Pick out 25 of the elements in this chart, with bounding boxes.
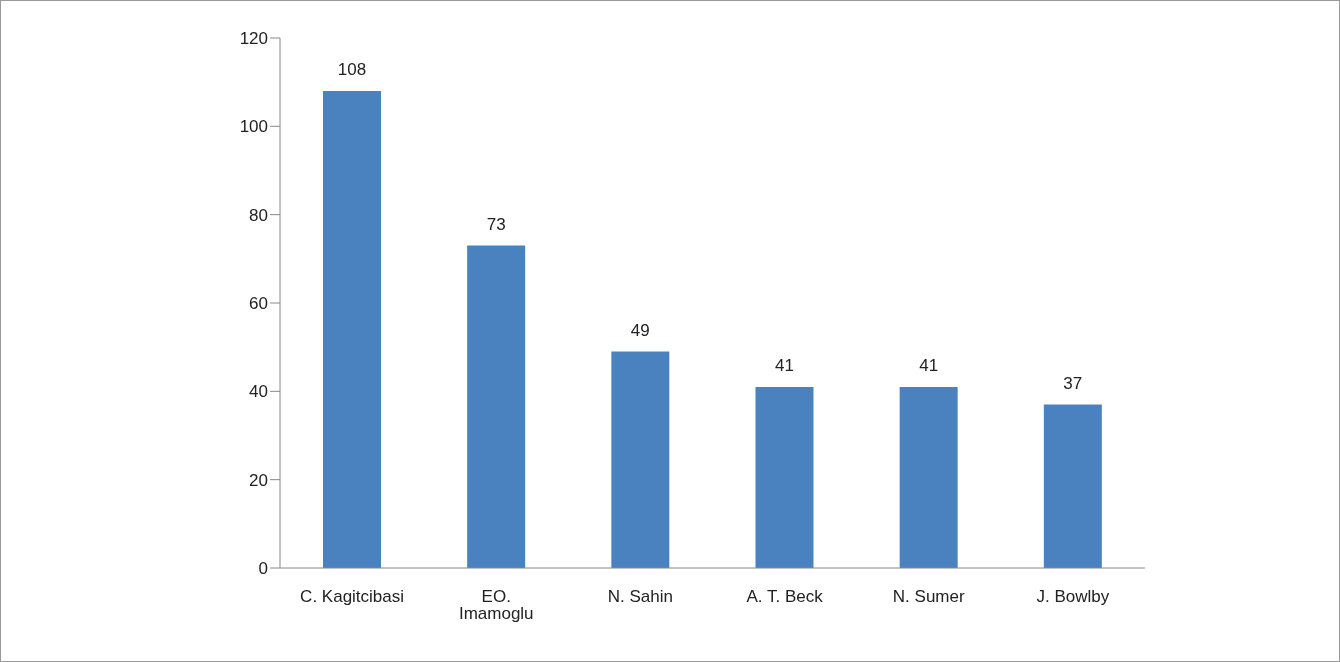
x-tick-label: C. Kagitcibasi xyxy=(300,587,405,607)
y-tick-label: 60 xyxy=(249,294,268,314)
bar xyxy=(1043,404,1102,568)
data-label: 108 xyxy=(337,60,367,79)
data-label: 49 xyxy=(630,320,650,340)
y-tick-label: 80 xyxy=(249,205,268,225)
x-tick-label: A. T. Beck xyxy=(746,587,824,607)
bar xyxy=(755,386,814,568)
y-tick-label: 40 xyxy=(249,382,268,402)
bar xyxy=(899,386,958,568)
y-tick-label: 120 xyxy=(239,29,268,49)
x-tick-label: N. Sumer xyxy=(892,587,965,607)
data-label: 41 xyxy=(775,355,794,375)
x-tick-label: J. Bowlby xyxy=(1036,587,1110,607)
bar xyxy=(467,245,526,568)
x-tick-label: N. Sahin xyxy=(607,587,674,607)
x-tick-label: EO. Imamoglu xyxy=(458,587,534,624)
bar xyxy=(323,91,381,568)
y-tick-label: 20 xyxy=(249,470,268,490)
data-label: 73 xyxy=(486,214,506,234)
y-tick-label: 0 xyxy=(258,559,268,579)
y-tick-label: 100 xyxy=(239,117,268,137)
data-label: 37 xyxy=(1063,373,1083,393)
data-label: 41 xyxy=(919,355,939,375)
bar xyxy=(611,351,670,568)
